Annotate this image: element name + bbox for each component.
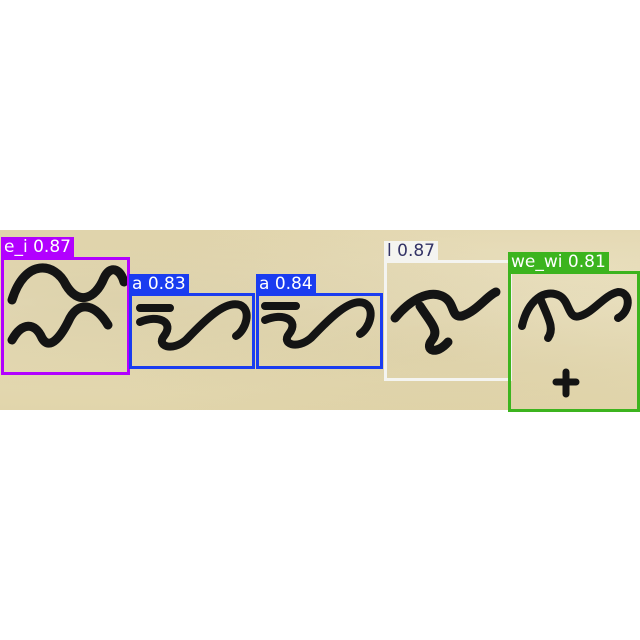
confidence-score: 0.81 [567,252,606,272]
glyph-a-1 [136,300,251,351]
confidence-score: 0.87 [397,241,435,261]
glyph-cross-mark [552,368,580,398]
detection-label-a-2: a 0.84 [256,274,316,294]
bounding-box-e-i [1,257,130,375]
glyph-we-wi [518,288,632,342]
bounding-box-we-wi [508,271,640,412]
class-label: a [132,274,143,294]
glyph-e-i [7,263,129,348]
detection-label-l: l 0.87 [384,241,438,261]
bounding-box-a-2 [256,293,383,369]
class-label: e_i [4,237,28,257]
detection-label-a-1: a 0.83 [129,274,189,294]
detection-label-e-i: e_i 0.87 [1,237,74,257]
detection-label-we-wi: we_wi 0.81 [508,252,609,272]
confidence-score: 0.87 [33,237,71,257]
class-label: a [259,274,270,294]
class-label: l [387,241,392,261]
glyph-a-2 [261,298,375,349]
glyph-l [390,287,501,355]
bounding-box-a-1 [129,293,255,369]
class-label: we_wi [511,252,563,272]
bounding-box-l [384,260,512,381]
confidence-score: 0.83 [147,274,186,294]
confidence-score: 0.84 [274,274,313,294]
